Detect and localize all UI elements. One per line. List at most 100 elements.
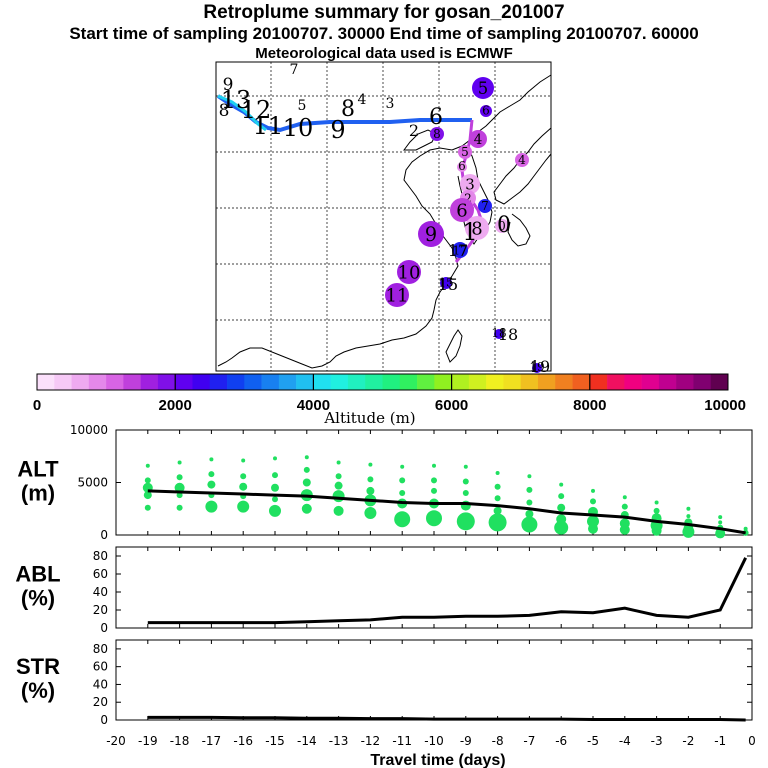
altitude-bubble xyxy=(590,498,596,505)
cluster-point: 4 xyxy=(469,130,487,148)
cluster-point-label: 4 xyxy=(474,132,483,148)
altitude-colorbar xyxy=(36,373,729,391)
trajectory-label: 11 xyxy=(253,112,284,140)
x-tick-label: -3 xyxy=(651,734,663,748)
cluster-point-label: 17 xyxy=(452,243,467,257)
cluster-point-label: 4 xyxy=(518,153,526,167)
y-tick-label: 20 xyxy=(93,695,108,709)
colorbar-tick-label: 0 xyxy=(33,397,41,414)
x-tick-label: -15 xyxy=(265,734,285,748)
colorbar-swatch xyxy=(330,374,349,390)
altitude-bubble xyxy=(208,471,215,478)
cluster-point-marker xyxy=(397,260,421,284)
altitude-bubble xyxy=(368,462,373,467)
colorbar-tick-label: 6000 xyxy=(435,397,468,414)
cluster-point-marker xyxy=(450,198,474,222)
colorbar-swatch xyxy=(468,374,487,390)
trajectory-label: 5 xyxy=(298,98,307,114)
altitude-bubble xyxy=(682,525,695,538)
altitude-bubble xyxy=(144,477,151,484)
cluster-point-marker xyxy=(472,77,494,99)
x-tick-label: -6 xyxy=(555,734,567,748)
colorbar-swatch xyxy=(365,374,383,390)
cluster-point-marker xyxy=(460,174,480,194)
x-tick-label: -13 xyxy=(329,734,349,748)
trajectory-label: 4 xyxy=(358,92,367,108)
cluster-point: 5 xyxy=(458,145,472,159)
cluster-point-marker xyxy=(495,219,509,233)
altitude-bubble xyxy=(237,500,250,513)
cluster-point: 18 xyxy=(491,326,506,340)
trajectory-label: 9 xyxy=(223,75,234,95)
cluster-point: 8 xyxy=(465,216,489,240)
colorbar-swatch xyxy=(106,374,124,390)
colorbar-swatch xyxy=(296,374,314,390)
colorbar-swatch xyxy=(71,374,90,390)
colorbar-swatch xyxy=(278,374,297,390)
cluster-point: 17 xyxy=(452,242,468,258)
trajectory-label: 8 xyxy=(219,101,230,121)
cluster-point-marker xyxy=(515,153,529,167)
trajectory-label: 3 xyxy=(386,96,395,112)
cluster-point-marker xyxy=(532,363,542,373)
cluster-point-marker xyxy=(452,242,468,258)
series-line xyxy=(147,557,747,625)
cluster-point: 11 xyxy=(385,283,409,307)
sampling-time-subtitle: Start time of sampling 20100707. 30000 E… xyxy=(69,24,699,43)
colorbar-swatch xyxy=(486,374,504,390)
trajectory-label: 12 xyxy=(241,96,272,124)
x-tick-label: -7 xyxy=(523,734,535,748)
cluster-point-label: 6 xyxy=(456,201,467,222)
altitude-bubble xyxy=(301,503,312,514)
altitude-bubble xyxy=(622,495,627,500)
cluster-point-marker xyxy=(458,145,472,159)
cluster-point: 6 xyxy=(457,159,467,173)
altitude-bubble xyxy=(526,499,533,506)
trajectory-label: 18 xyxy=(498,325,518,344)
x-tick-label: -20 xyxy=(106,734,126,748)
colorbar-swatch xyxy=(54,374,72,390)
cluster-point: 10 xyxy=(397,260,421,284)
cluster-point-label: 10 xyxy=(398,263,421,284)
altitude-bubble xyxy=(273,456,277,461)
panel-ylabel: (%) xyxy=(21,586,55,611)
y-tick-label: 20 xyxy=(93,603,108,617)
colorbar-xlabel: Altitude (m) xyxy=(323,409,415,427)
altitude-bubble xyxy=(399,477,406,484)
altitude-bubble xyxy=(209,457,214,462)
cluster-point-marker xyxy=(480,105,492,117)
altitude-bubble xyxy=(621,503,628,510)
altitude-bubble xyxy=(494,495,501,502)
altitude-bubble xyxy=(653,507,660,514)
panel-ylabel: ALT xyxy=(17,457,59,482)
y-tick-label: 40 xyxy=(93,677,108,691)
altitude-bubble xyxy=(559,482,564,487)
altitude-bubble xyxy=(521,516,538,533)
altitude-bubble xyxy=(527,474,532,479)
colorbar-swatch xyxy=(624,374,642,390)
colorbar-swatch xyxy=(347,374,366,390)
altitude-bubble xyxy=(333,505,344,516)
altitude-bubble xyxy=(558,493,565,500)
altitude-bubble xyxy=(554,520,569,535)
altitude-bubble xyxy=(432,463,436,468)
cluster-point-marker xyxy=(385,283,409,307)
colorbar-swatch xyxy=(399,374,418,390)
colorbar-swatch xyxy=(607,374,625,390)
colorbar-frame xyxy=(36,373,729,391)
x-tick-label: -9 xyxy=(460,734,472,748)
x-tick-label: -5 xyxy=(587,734,599,748)
met-data-subtitle: Meteorological data used is ECMWF xyxy=(255,45,513,62)
altitude-bubble xyxy=(394,511,411,528)
altitude-bubble xyxy=(494,483,501,490)
colorbar-swatch xyxy=(261,374,280,390)
cluster-point-label: 6 xyxy=(458,159,466,173)
altitude-bubble xyxy=(177,460,182,465)
cluster-point: 7 xyxy=(478,199,492,213)
colorbar-swatch xyxy=(140,374,159,390)
altitude-bubble xyxy=(400,464,405,469)
cluster-point: 6 xyxy=(450,198,474,222)
altitude-bubble xyxy=(272,472,278,479)
x-tick-label: -17 xyxy=(202,734,222,748)
altitude-bubble xyxy=(619,524,630,535)
